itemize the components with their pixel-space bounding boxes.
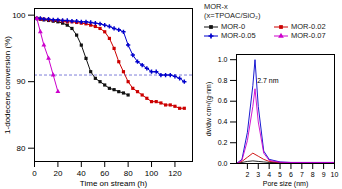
svg-text:3: 3 [256, 171, 260, 178]
svg-text:10: 10 [331, 171, 339, 178]
svg-text:100: 100 [145, 169, 159, 178]
svg-text:80: 80 [124, 169, 133, 178]
svg-text:20: 20 [53, 169, 62, 178]
svg-text:5: 5 [278, 171, 282, 178]
svg-text:80: 80 [17, 144, 26, 153]
svg-text:120: 120 [168, 169, 182, 178]
svg-text:0.0: 0.0 [218, 160, 228, 167]
html-text:MOR-x (x=TPOAC/SiO₂): MOR-x (x=TPOAC/SiO₂) [204, 2, 261, 20]
svg-text:100: 100 [12, 11, 26, 20]
svg-text:0.4: 0.4 [218, 118, 228, 125]
html-text:MOR-0.02: MOR-0.02 [291, 22, 326, 31]
svg-text:90: 90 [17, 77, 26, 86]
html-text:MOR-0: MOR-0 [221, 22, 246, 31]
svg-text:dv/dw cm³/(g·nm): dv/dw cm³/(g·nm) [205, 82, 213, 136]
svg-text:60: 60 [100, 169, 109, 178]
svg-text:6: 6 [289, 171, 293, 178]
svg-text:2.7 nm: 2.7 nm [257, 77, 279, 84]
svg-text:7: 7 [300, 171, 304, 178]
svg-text:Time on stream (h): Time on stream (h) [80, 179, 148, 188]
svg-text:0.2: 0.2 [218, 139, 228, 146]
svg-text:9: 9 [322, 171, 326, 178]
svg-text:8: 8 [311, 171, 315, 178]
svg-text:4: 4 [267, 171, 271, 178]
html-text:MOR-0.05: MOR-0.05 [221, 31, 256, 40]
html-text:MOR-0.07: MOR-0.07 [291, 31, 326, 40]
svg-text:0: 0 [32, 169, 37, 178]
svg-text:0.6: 0.6 [218, 97, 228, 104]
svg-text:Pore size (nm): Pore size (nm) [263, 180, 309, 188]
svg-text:2: 2 [245, 171, 249, 178]
svg-text:0.8: 0.8 [218, 77, 228, 84]
svg-text:1-dodecene conversion (%): 1-dodecene conversion (%) [3, 36, 12, 134]
svg-text:40: 40 [77, 169, 86, 178]
svg-text:1.0: 1.0 [218, 56, 228, 63]
